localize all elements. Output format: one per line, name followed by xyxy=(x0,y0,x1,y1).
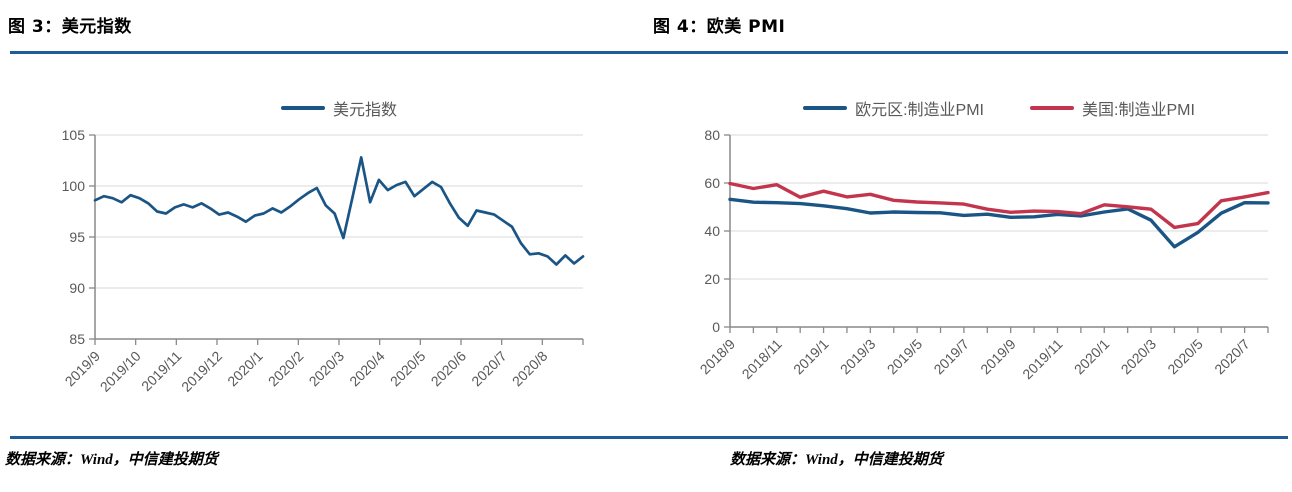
x-tick-label: 2019/3 xyxy=(837,336,879,378)
x-tick-label: 2019/10 xyxy=(97,348,144,395)
y-tick-label: 80 xyxy=(704,127,720,143)
pmi-chart: 0 20 40 60 80 2018/9 2018/11 2019/1 2019/3 2019/5… xyxy=(697,127,1270,383)
x-tick-label: 2020/8 xyxy=(509,348,551,390)
legend-line-swatch xyxy=(803,106,848,110)
y-tick-label: 105 xyxy=(62,127,86,143)
pmi-legend: 欧元区:制造业PMI 美国:制造业PMI xyxy=(730,96,1268,120)
figure4-title: 图 4：欧美 PMI xyxy=(653,17,786,37)
legend-item: 美元指数 xyxy=(280,96,397,120)
dollar-index-legend: 美元指数 xyxy=(95,96,583,120)
x-tick-label: 2019/12 xyxy=(178,348,225,395)
x-tick-label: 2020/3 xyxy=(306,348,348,390)
figure3-source: 数据来源：Wind，中信建投期货 xyxy=(5,452,218,468)
y-tick-label: 85 xyxy=(69,331,85,347)
y-tick-label: 90 xyxy=(69,280,85,296)
figure4-chart-block: 欧元区:制造业PMI 美国:制造业PMI 0 20 40 60 80 2018/9 2018/… xyxy=(653,58,1292,436)
x-tick-label: 2020/5 xyxy=(1164,336,1206,378)
legend-item: 欧元区:制造业PMI xyxy=(803,96,984,120)
x-tick-label: 2020/4 xyxy=(346,348,388,390)
legend-label: 美元指数 xyxy=(332,102,397,119)
y-tick-label: 40 xyxy=(704,223,720,239)
x-tick-label: 2019/9 xyxy=(977,336,1019,378)
x-tick-label: 2019/11 xyxy=(1019,336,1066,383)
x-tick-label: 2020/5 xyxy=(387,348,429,390)
legend-label: 欧元区:制造业PMI xyxy=(855,102,984,119)
dxy-series-0 xyxy=(93,156,585,266)
y-tick-label: 20 xyxy=(704,271,720,287)
x-tick-label: 2018/11 xyxy=(739,336,786,383)
legend-line-swatch xyxy=(280,106,325,110)
y-tick-label: 95 xyxy=(69,229,85,245)
pmi-series-0 xyxy=(728,197,1270,249)
x-tick-label: 2020/3 xyxy=(1118,336,1160,378)
x-tick-label: 2020/1 xyxy=(1071,336,1113,378)
x-tick-label: 2019/1 xyxy=(790,336,832,378)
x-tick-label: 2020/7 xyxy=(1211,336,1253,378)
x-tick-label: 2018/9 xyxy=(697,336,739,378)
figure4-source: 数据来源：Wind，中信建投期货 xyxy=(730,452,943,468)
figure3-chart-block: 美元指数 85 90 95 100 105 2019/9 2019/10 2019/11 201… xyxy=(8,58,647,436)
bottom-divider xyxy=(10,436,1288,439)
y-tick-label: 100 xyxy=(62,178,86,194)
x-tick-label: 2020/7 xyxy=(468,348,510,390)
top-divider xyxy=(10,51,1288,54)
legend-label: 美国:制造业PMI xyxy=(1082,102,1195,119)
x-tick-label: 2020/1 xyxy=(224,348,266,390)
x-tick-label: 2019/7 xyxy=(930,336,972,378)
pmi-series-1 xyxy=(728,181,1270,230)
figure3-title: 图 3：美元指数 xyxy=(8,17,132,37)
x-tick-label: 2019/5 xyxy=(884,336,926,378)
legend-line-swatch xyxy=(1030,106,1074,110)
x-tick-label: 2020/6 xyxy=(428,348,470,390)
x-tick-label: 2019/11 xyxy=(138,348,185,395)
x-tick-label: 2020/2 xyxy=(265,348,307,390)
y-tick-label: 0 xyxy=(712,319,720,335)
legend-item: 美国:制造业PMI xyxy=(1030,96,1195,120)
y-tick-label: 60 xyxy=(704,175,720,191)
